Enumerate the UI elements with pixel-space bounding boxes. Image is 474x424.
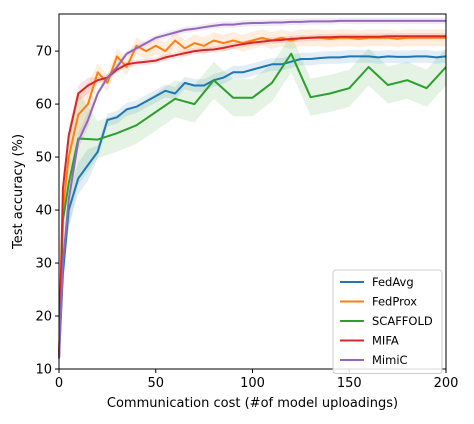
y-tick-label: 60 — [35, 98, 52, 113]
series-line-fedprox — [58, 36, 446, 359]
y-tick-label: 30 — [35, 257, 52, 272]
series-line-mimic — [58, 19, 446, 359]
axis-ticks: 0 50 100 150 200 10 20 30 40 50 60 70 — [35, 45, 458, 391]
legend-label-scaffold: SCAFFOLD — [372, 314, 433, 328]
y-tick-label: 40 — [35, 204, 52, 219]
x-tick-label: 0 — [55, 376, 63, 391]
y-axis-label: Test accuracy (%) — [11, 134, 26, 250]
x-tick-label: 100 — [240, 376, 265, 391]
confidence-bands — [59, 17, 446, 370]
x-tick-label: 50 — [147, 376, 164, 391]
y-tick-label: 20 — [35, 310, 52, 325]
y-tick-label: 10 — [35, 363, 52, 378]
band-scaffold — [59, 35, 446, 369]
series-line-mifa — [58, 35, 446, 359]
x-axis-label: Communication cost (#of model uploadings… — [107, 396, 398, 411]
legend-label-fedavg: FedAvg — [372, 275, 414, 289]
legend: FedAvg FedProx SCAFFOLD MIFA MimiC — [332, 269, 443, 374]
series-line-scaffold — [58, 52, 447, 359]
y-tick-label: 70 — [35, 45, 52, 60]
x-tick-label: 150 — [337, 376, 362, 391]
legend-label-fedprox: FedProx — [372, 295, 417, 309]
series-lines — [58, 19, 447, 359]
legend-label-mimic: MimiC — [372, 353, 408, 367]
legend-label-mifa: MIFA — [372, 334, 399, 348]
x-tick-label: 200 — [434, 376, 459, 391]
legend-box — [332, 269, 443, 374]
series-line-fedavg — [58, 55, 447, 359]
y-tick-label: 50 — [35, 151, 52, 166]
